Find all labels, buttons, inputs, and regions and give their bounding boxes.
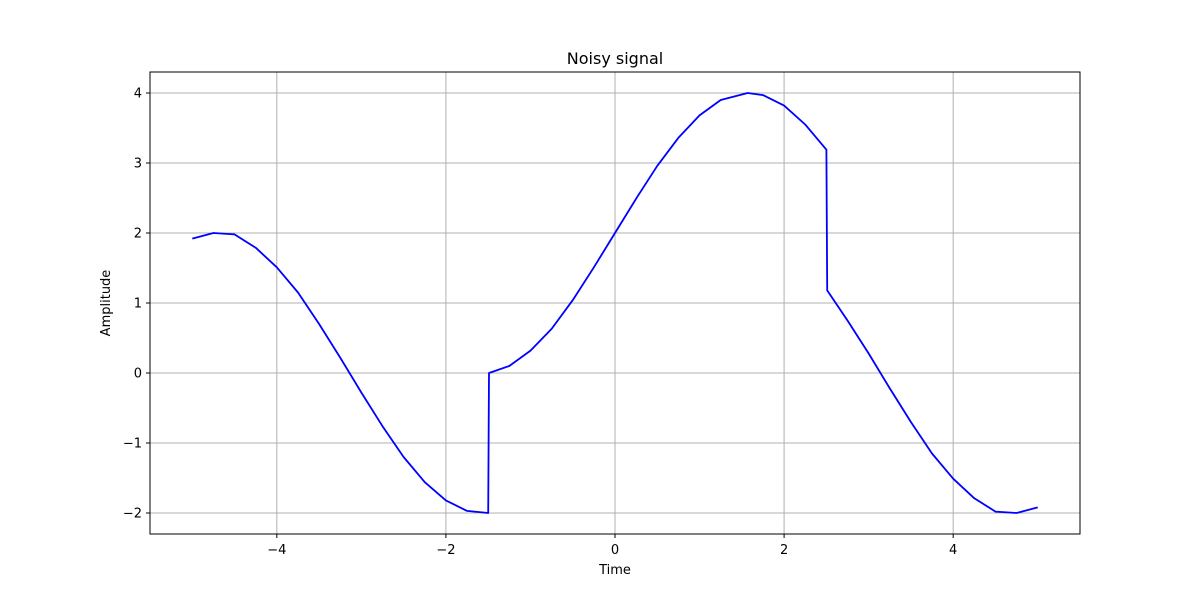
y-tick-label: 2 <box>134 227 142 242</box>
y-tick-label: −1 <box>123 437 142 452</box>
x-axis-label: Time <box>598 563 631 578</box>
x-tick-label: 0 <box>611 543 619 558</box>
axis-ticks: −4 −2 0 2 4 −2 −1 0 1 2 3 4 <box>123 87 957 559</box>
y-tick-label: 1 <box>134 297 142 312</box>
y-tick-label: 4 <box>134 87 142 102</box>
grid-lines <box>150 72 1080 534</box>
y-tick-label: 3 <box>134 157 142 172</box>
x-tick-label: −4 <box>267 543 286 558</box>
series-line-signal <box>192 92 1038 514</box>
x-tick-label: −2 <box>436 543 455 558</box>
y-tick-label: −2 <box>123 507 142 522</box>
chart-title: Noisy signal <box>567 49 663 68</box>
y-axis-label: Amplitude <box>99 270 114 337</box>
y-tick-label: 0 <box>134 367 142 382</box>
x-tick-label: 4 <box>949 543 957 558</box>
x-tick-label: 2 <box>780 543 788 558</box>
series-layer <box>192 92 1038 514</box>
